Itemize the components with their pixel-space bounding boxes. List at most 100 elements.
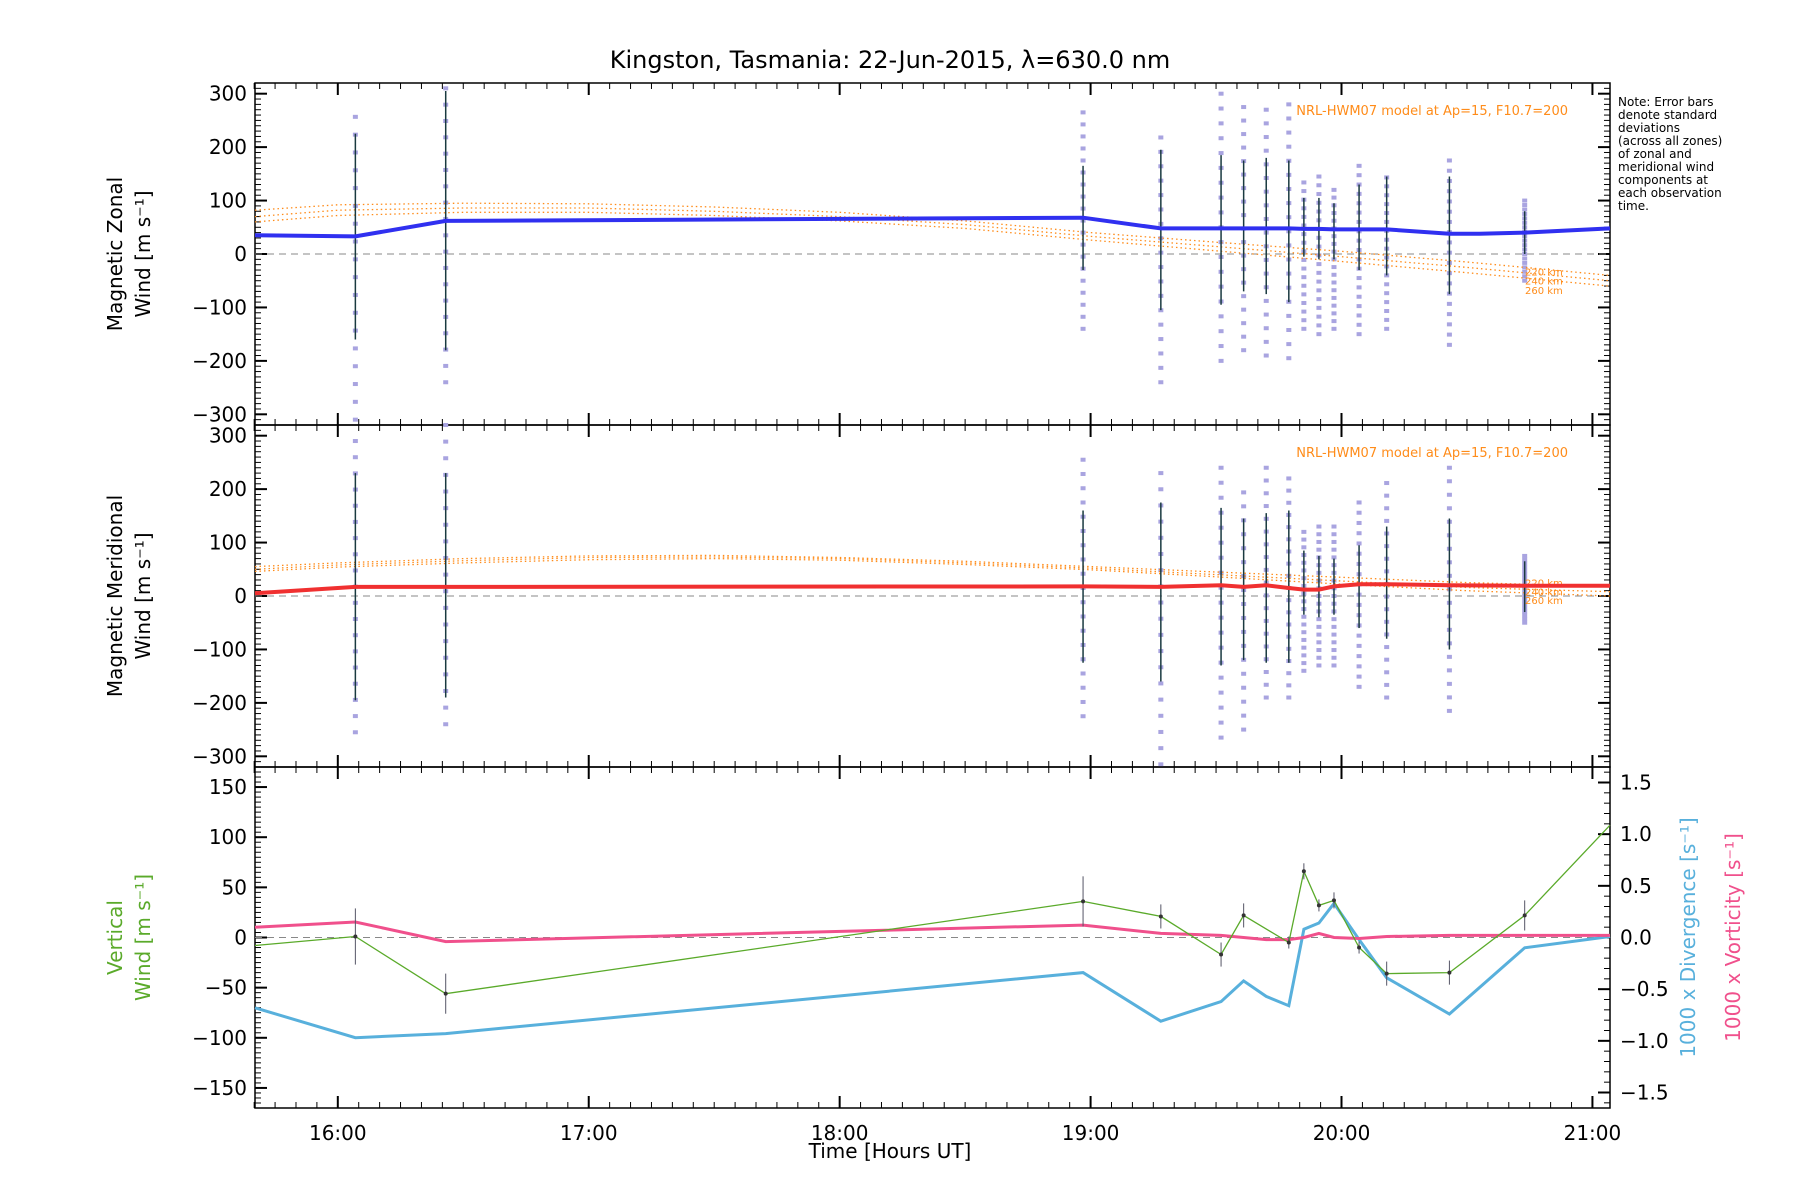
zone-point (1301, 545, 1307, 550)
zone-point (1301, 653, 1307, 658)
x-tick-label: 16:00 (309, 1121, 367, 1145)
zone-point (1356, 276, 1362, 281)
y-tick-label: −150 (192, 1076, 247, 1100)
zone-point (1446, 465, 1452, 470)
zone-point (1316, 262, 1322, 267)
zone-point (443, 86, 449, 91)
zone-point (1446, 695, 1452, 700)
zone-point (1522, 553, 1528, 558)
zone-point (1384, 326, 1390, 331)
zone-point (1158, 762, 1164, 767)
zone-point (1522, 198, 1528, 203)
y2-tick-label: 0.5 (1620, 874, 1652, 898)
y2-axis-label: 1000 x Divergence [s⁻¹] (1676, 817, 1700, 1057)
zone-point (1331, 295, 1337, 300)
zone-point (1522, 278, 1528, 283)
y-tick-label: −200 (192, 691, 247, 715)
zone-point (1356, 173, 1362, 178)
zone-point (1316, 655, 1322, 660)
zone-point (1384, 481, 1390, 486)
zone-point (352, 364, 358, 369)
zone-point (443, 705, 449, 710)
y-tick-label: −100 (192, 637, 247, 661)
zone-point (1218, 720, 1224, 725)
zone-point (1316, 547, 1322, 552)
zone-point (1263, 504, 1269, 509)
figure-title: Kingston, Tasmania: 22-Jun-2015, λ=630.0… (610, 46, 1170, 74)
model-line-220km (254, 202, 1611, 277)
y-axis-label: Magnetic Meridional (103, 495, 127, 697)
zone-point (1080, 110, 1086, 115)
zone-point (1158, 471, 1164, 476)
zone-point (1080, 134, 1086, 139)
zone-point (1356, 633, 1362, 638)
zone-point (1356, 510, 1362, 515)
note-line: (across all zones) (1618, 134, 1723, 148)
zone-point (1080, 146, 1086, 151)
note-line: denote standard (1618, 108, 1718, 122)
y-tick-label: 200 (209, 135, 247, 159)
zone-point (1446, 301, 1452, 306)
zone-point (1263, 682, 1269, 687)
zone-point (1331, 195, 1337, 200)
zone-point (1446, 708, 1452, 713)
zone-point (1522, 269, 1528, 274)
zone-point (1241, 713, 1247, 718)
zone-point (1384, 682, 1390, 687)
zone-point (1218, 121, 1224, 126)
zone-point (1241, 504, 1247, 509)
zone-point (1080, 122, 1086, 127)
zone-point (1158, 380, 1164, 385)
zone-point (1301, 180, 1307, 185)
zone-point (352, 439, 358, 444)
zone-point (1316, 305, 1322, 310)
zone-point (1331, 632, 1337, 637)
zone-point (352, 455, 358, 460)
zone-point (1301, 326, 1307, 331)
zone-point (1263, 148, 1269, 153)
note-line: components at (1618, 173, 1709, 187)
zone-point (1218, 735, 1224, 740)
zone-point (1316, 174, 1322, 179)
zone-point (1286, 488, 1292, 493)
zonal-wind-line (254, 215, 1611, 239)
zone-point (1331, 617, 1337, 622)
y-axis-label: Vertical (103, 900, 127, 975)
zone-point (1241, 348, 1247, 353)
zone-point (1301, 257, 1307, 262)
y2-tick-label: −0.5 (1620, 977, 1669, 1001)
zone-point (1218, 705, 1224, 710)
zone-point (1218, 106, 1224, 111)
zone-point (1158, 487, 1164, 492)
zone-point (1331, 288, 1337, 293)
y-tick-label: 50 (222, 875, 247, 899)
zone-point (1384, 518, 1390, 523)
zone-point (1356, 520, 1362, 525)
model-height-label: 240 km (1525, 277, 1563, 288)
error-bar-note: Note: Error bars denote standard deviati… (1618, 96, 1778, 213)
zone-point (1301, 630, 1307, 635)
vertical-wind-point (1241, 913, 1246, 918)
zone-point (1522, 203, 1528, 208)
zone-point (1286, 313, 1292, 318)
zone-point (1158, 729, 1164, 734)
zone-point (1384, 309, 1390, 313)
x-tick-label: 20:00 (1313, 1121, 1371, 1145)
zone-point (1301, 645, 1307, 650)
zone-point (443, 456, 449, 461)
zone-point (1522, 265, 1528, 270)
zone-point (1356, 322, 1362, 327)
zone-point (443, 722, 449, 727)
zone-point (1286, 356, 1292, 361)
x-tick-label: 19:00 (1062, 1121, 1120, 1145)
zone-point (1331, 303, 1337, 308)
zone-point (1263, 312, 1269, 317)
zone-point (1080, 302, 1086, 307)
meridional-wind-line (254, 582, 1610, 596)
zone-point (1446, 312, 1452, 317)
zone-point (1218, 358, 1224, 363)
zone-point (1384, 657, 1390, 662)
zone-point (1316, 279, 1322, 284)
zone-point (352, 114, 358, 119)
zone-point (1286, 328, 1292, 332)
